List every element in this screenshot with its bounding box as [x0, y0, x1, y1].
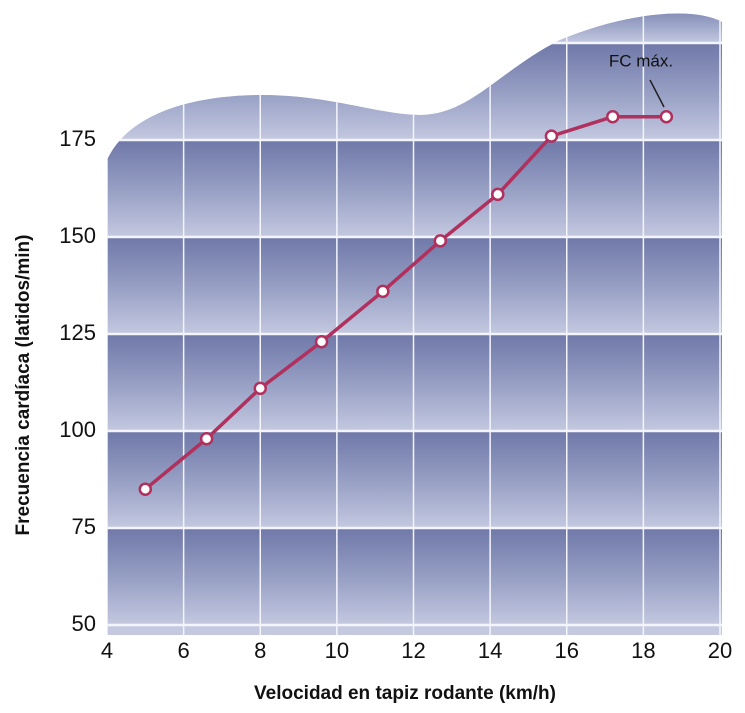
page: Velocidad en tapiz rodante (km/h) Frecue…	[0, 0, 745, 713]
data-point	[607, 111, 618, 122]
band	[107, 140, 722, 237]
band	[107, 528, 722, 625]
data-point	[492, 189, 503, 200]
y-axis-label: Frecuencia cardíaca (latidos/min)	[13, 235, 34, 536]
data-point	[201, 433, 212, 444]
annotation: FC máx.	[609, 51, 673, 70]
x-tick-label: 14	[478, 638, 502, 663]
x-tick-label: 4	[101, 638, 113, 663]
band	[107, 237, 722, 334]
data-point	[546, 131, 557, 142]
data-point	[255, 383, 266, 394]
data-point	[435, 235, 446, 246]
x-tick-label: 12	[401, 638, 425, 663]
band	[107, 0, 722, 43]
x-axis-label: Velocidad en tapiz rodante (km/h)	[254, 683, 556, 704]
data-point	[140, 484, 151, 495]
x-tick-label: 16	[555, 638, 579, 663]
x-tick-label: 8	[254, 638, 266, 663]
y-tick-label: 100	[59, 417, 96, 442]
band	[107, 334, 722, 431]
chart: Velocidad en tapiz rodante (km/h) Frecue…	[0, 0, 745, 713]
plot-area	[107, 0, 722, 635]
y-tick-label: 125	[59, 320, 96, 345]
x-tick-label: 18	[631, 638, 655, 663]
y-tick-label: 150	[59, 223, 96, 248]
x-tick-label: 20	[708, 638, 732, 663]
y-tick-label: 75	[72, 514, 96, 539]
data-point	[316, 336, 327, 347]
x-tick-label: 6	[178, 638, 190, 663]
data-point	[377, 286, 388, 297]
y-tick-label: 175	[59, 126, 96, 151]
data-point	[661, 111, 672, 122]
x-tick-label: 10	[325, 638, 349, 663]
y-tick-label: 50	[72, 611, 96, 636]
